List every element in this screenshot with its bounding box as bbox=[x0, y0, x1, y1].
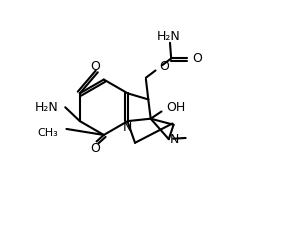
Text: O: O bbox=[90, 142, 100, 155]
Text: OH: OH bbox=[166, 101, 186, 114]
Text: H₂N: H₂N bbox=[34, 101, 58, 114]
Text: O: O bbox=[192, 52, 202, 65]
Text: N: N bbox=[170, 133, 179, 146]
Text: H₂N: H₂N bbox=[157, 30, 181, 43]
Text: N: N bbox=[123, 121, 133, 134]
Text: CH₃: CH₃ bbox=[37, 127, 58, 138]
Text: O: O bbox=[90, 60, 100, 73]
Text: O: O bbox=[159, 60, 169, 73]
